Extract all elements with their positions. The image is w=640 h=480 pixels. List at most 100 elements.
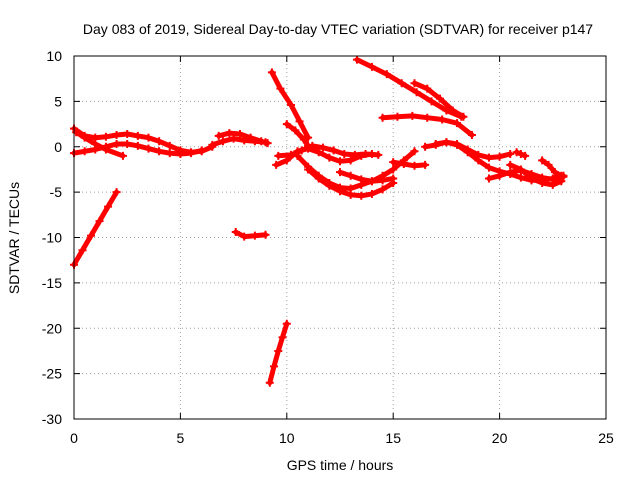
- data-point: [378, 185, 387, 194]
- data-point: [374, 150, 383, 159]
- data-point: [287, 101, 296, 110]
- x-tick-label: 10: [279, 430, 295, 446]
- data-point: [278, 333, 287, 342]
- data-point: [538, 156, 547, 165]
- data-point: [421, 142, 430, 151]
- data-point: [291, 126, 300, 135]
- y-tick-label: -10: [42, 230, 62, 246]
- data-point: [427, 97, 436, 106]
- data-point: [410, 79, 419, 88]
- data-point: [101, 132, 110, 141]
- data-point: [346, 156, 355, 165]
- data-point: [155, 147, 164, 156]
- data-track-line: [284, 121, 311, 149]
- data-point: [72, 128, 81, 137]
- data-point: [442, 138, 451, 147]
- data-track-line: [275, 143, 381, 159]
- data-point: [423, 84, 432, 93]
- data-point: [270, 362, 279, 371]
- data-point: [506, 160, 515, 169]
- data-point: [133, 141, 142, 150]
- data-point: [101, 145, 110, 154]
- data-point: [506, 150, 515, 159]
- x-tick-label: 5: [177, 430, 185, 446]
- data-point: [408, 111, 417, 120]
- x-axis-label: GPS time / hours: [287, 457, 394, 473]
- data-point: [378, 113, 387, 122]
- data-point: [218, 137, 227, 146]
- data-point: [208, 140, 217, 149]
- data-point: [235, 130, 244, 139]
- data-point: [399, 159, 408, 168]
- data-track-24: [538, 156, 566, 180]
- data-point: [340, 150, 349, 159]
- data-point: [410, 147, 419, 156]
- data-track-22: [506, 160, 566, 189]
- data-point: [118, 151, 127, 160]
- data-point: [225, 129, 234, 138]
- x-tick-label: 0: [70, 430, 78, 446]
- data-point: [423, 113, 432, 122]
- data-point: [165, 141, 174, 150]
- data-point: [544, 160, 553, 169]
- data-point: [299, 135, 308, 144]
- data-point: [95, 217, 104, 226]
- data-point: [389, 165, 398, 174]
- data-track-15: [353, 55, 466, 121]
- data-point: [155, 137, 164, 146]
- data-point: [367, 189, 376, 198]
- data-point: [336, 187, 344, 196]
- data-track-line: [354, 57, 464, 120]
- y-tick-label: 0: [54, 139, 62, 155]
- data-point: [133, 131, 142, 140]
- y-tick-label: -15: [42, 275, 62, 291]
- data-track-18: [389, 158, 430, 170]
- data-point: [495, 152, 504, 161]
- plot-frame: [73, 55, 607, 420]
- data-track-6: [231, 228, 270, 241]
- data-point: [267, 68, 276, 77]
- data-point: [516, 165, 525, 174]
- chart-title: Day 083 of 2019, Sidereal Day-to-day VTE…: [83, 21, 593, 37]
- data-point: [104, 202, 113, 211]
- data-point: [353, 55, 362, 64]
- data-point: [282, 120, 291, 129]
- data-point: [80, 133, 89, 142]
- data-track-line: [539, 157, 564, 179]
- data-point: [250, 231, 259, 240]
- data-point: [512, 148, 521, 157]
- y-tick-label: -30: [42, 411, 62, 427]
- data-point: [176, 150, 185, 159]
- data-point: [314, 174, 323, 183]
- data-track-7: [265, 319, 291, 387]
- data-point: [538, 179, 547, 188]
- data-point: [282, 319, 291, 328]
- data-point: [295, 117, 304, 126]
- data-point: [246, 133, 255, 142]
- data-point: [263, 139, 272, 148]
- data-point: [336, 168, 344, 177]
- data-track-line: [71, 189, 120, 268]
- data-point: [459, 112, 468, 121]
- data-point: [329, 146, 338, 155]
- data-point: [548, 180, 557, 189]
- data-point: [382, 70, 391, 79]
- data-point: [276, 84, 285, 93]
- data-point: [346, 190, 355, 199]
- data-point: [527, 174, 536, 183]
- data-point: [297, 146, 306, 155]
- data-point: [318, 143, 327, 152]
- data-point: [112, 140, 121, 149]
- data-track-0: [70, 188, 121, 269]
- data-point: [474, 156, 483, 165]
- data-track-line: [412, 80, 466, 120]
- data-point: [357, 191, 366, 200]
- data-track-23: [512, 148, 530, 160]
- data-point: [361, 150, 370, 159]
- data-point: [463, 148, 472, 157]
- data-point: [78, 246, 87, 255]
- data-track-17: [378, 111, 476, 139]
- data-point: [325, 181, 334, 190]
- y-tick-label: -25: [42, 366, 62, 382]
